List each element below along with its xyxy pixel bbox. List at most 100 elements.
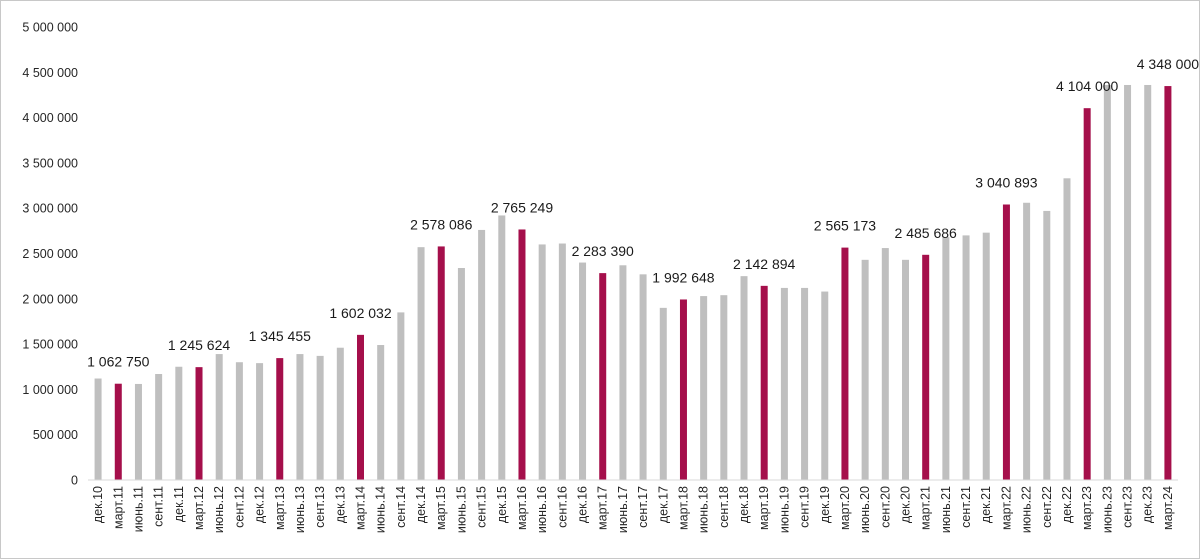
bar-highlighted [276, 358, 284, 480]
bar [134, 383, 142, 480]
x-tick-label: июнь.13 [293, 486, 307, 533]
x-tick-label: дек.19 [818, 486, 832, 523]
data-label: 2 565 173 [814, 218, 876, 234]
x-tick-label: июнь.19 [777, 486, 791, 533]
bar [740, 276, 748, 480]
bar [579, 262, 587, 480]
x-tick-label: март.12 [192, 486, 206, 530]
bar-highlighted [679, 299, 687, 480]
x-tick-label: дек.11 [172, 486, 186, 522]
bar [1144, 84, 1152, 480]
bar [94, 378, 102, 480]
data-label: 3 040 893 [975, 175, 1037, 191]
bar [720, 295, 728, 480]
bar [417, 247, 425, 480]
bar [700, 296, 708, 480]
bar-highlighted [195, 367, 203, 480]
x-tick-label: сент.11 [152, 486, 166, 527]
bar [478, 229, 486, 480]
bar-highlighted [841, 247, 849, 480]
x-tick-label: июнь.22 [1020, 486, 1034, 533]
x-tick-label: март.22 [999, 486, 1013, 530]
data-label: 4 348 000 [1137, 56, 1199, 72]
x-tick-label: март.11 [111, 486, 125, 529]
x-tick-label: дек.16 [576, 486, 590, 523]
bar [457, 268, 465, 480]
bar [942, 237, 950, 480]
bar [235, 362, 243, 480]
x-tick-label: март.16 [515, 486, 529, 530]
y-tick-label: 3 000 000 [22, 202, 78, 216]
x-tick-label: сент.23 [1121, 486, 1135, 528]
x-tick-label: март.13 [273, 486, 287, 530]
y-tick-label: 0 [71, 474, 78, 488]
y-tick-label: 2 500 000 [22, 247, 78, 261]
y-tick-label: 1 000 000 [22, 383, 78, 397]
data-label: 1 602 032 [329, 305, 391, 321]
bar [881, 248, 889, 480]
x-axis: дек.10 март.11 июнь.11 сент.11 дек.11 март.12… [88, 479, 1178, 533]
x-tick-label: сент.15 [475, 486, 489, 528]
data-label: 1 345 455 [249, 328, 311, 344]
x-tick-label: июнь.21 [939, 486, 953, 533]
data-label: 2 578 086 [410, 216, 472, 232]
x-tick-label: март.17 [596, 486, 610, 530]
x-tick-label: июнь.11 [131, 486, 145, 532]
bar [780, 287, 788, 480]
bar [336, 347, 344, 480]
bars [94, 84, 1172, 481]
x-tick-label: июнь.15 [454, 486, 468, 533]
data-labels: 1 062 750 1 245 624 1 345 455 1 602 032 2 57… [87, 56, 1199, 370]
bar [962, 235, 970, 480]
data-label: 1 992 648 [652, 269, 714, 285]
bar [377, 345, 385, 480]
x-tick-label: сент.21 [959, 486, 973, 528]
y-tick-label: 2 000 000 [22, 292, 78, 306]
bar-highlighted [760, 285, 768, 480]
bar [538, 244, 546, 480]
x-tick-label: дек.14 [414, 486, 428, 523]
bar [155, 374, 163, 480]
data-label: 1 062 750 [87, 354, 149, 370]
y-tick-label: 5 000 000 [22, 21, 78, 35]
x-tick-label: сент.12 [232, 486, 246, 528]
x-tick-label: дек.22 [1060, 486, 1074, 523]
y-tick-label: 4 500 000 [22, 66, 78, 80]
x-tick-label: сент.13 [313, 486, 327, 528]
bar [821, 291, 829, 480]
x-tick-label: июнь.12 [212, 486, 226, 533]
data-label: 2 283 390 [572, 243, 634, 259]
x-tick-label: дек.13 [333, 486, 347, 523]
data-label: 2 485 686 [895, 225, 957, 241]
y-tick-label: 500 000 [33, 428, 78, 442]
bar [397, 312, 405, 480]
bar [296, 354, 304, 480]
bar-highlighted [114, 383, 122, 480]
bar [1063, 178, 1071, 481]
bar [982, 232, 990, 480]
x-tick-label: март.19 [757, 486, 771, 530]
x-tick-label: сент.22 [1040, 486, 1054, 528]
x-tick-label: июнь.23 [1100, 486, 1114, 533]
x-tick-label: март.15 [434, 486, 448, 530]
data-label: 1 245 624 [168, 337, 230, 353]
x-tick-label: сент.16 [555, 486, 569, 528]
y-tick-label: 1 500 000 [22, 338, 78, 352]
x-tick-label: июнь.17 [616, 486, 630, 533]
bar [256, 363, 264, 480]
bar-highlighted [1083, 108, 1091, 481]
x-tick-label: дек.20 [899, 486, 913, 523]
bar-highlighted [1002, 204, 1010, 480]
x-tick-label: март.24 [1161, 486, 1175, 530]
x-tick-label: дек.17 [656, 486, 670, 523]
bar [1023, 202, 1031, 480]
x-tick-label: сент.14 [394, 486, 408, 528]
x-tick-label: сент.18 [717, 486, 731, 528]
bar-highlighted [599, 273, 607, 480]
x-tick-label: сент.17 [636, 486, 650, 528]
bar-highlighted [437, 246, 445, 480]
bar [1103, 84, 1111, 480]
bar [1043, 210, 1051, 481]
x-tick-label: дек.23 [1141, 486, 1155, 523]
